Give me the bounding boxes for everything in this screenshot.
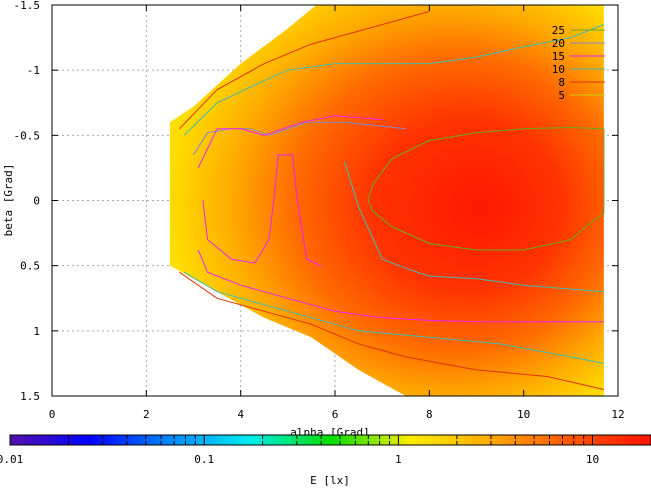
contour-line-15 [197, 115, 383, 169]
legend-label: 8 [558, 76, 565, 89]
contour-line-25 [367, 126, 605, 251]
contour-line-10-lower [183, 271, 604, 364]
y-axis-label: beta [Grad] [2, 164, 15, 237]
y-tick-label: 0.5 [20, 260, 40, 273]
y-tick-label: -1 [27, 64, 40, 77]
contour-line-8 [179, 11, 430, 130]
contour-line-10 [183, 24, 605, 136]
legend-label: 15 [552, 50, 565, 63]
y-tick-label: -1.5 [14, 0, 41, 12]
legend-label: 5 [558, 89, 565, 102]
x-tick-label: 0 [49, 408, 56, 421]
colorbar-bar [9, 434, 651, 446]
colorbar: 0.01 0.1 1 10 [0, 434, 651, 466]
y-tick-label: 1.5 [20, 390, 40, 403]
contour-line-8-lower [179, 271, 605, 390]
x-tick-label: 8 [426, 408, 433, 421]
colorbar-tick-label: 10 [586, 453, 599, 466]
contour-line-10-right [343, 161, 604, 293]
contour-line-15-inner [202, 154, 322, 267]
y-tick-label: 0 [33, 195, 40, 208]
colorbar-tick-label: 0.01 [0, 453, 23, 466]
x-tick-label: 2 [143, 408, 150, 421]
x-tick-label: 12 [611, 408, 624, 421]
legend-label: 25 [552, 24, 565, 37]
y-tick-label: -0.5 [14, 129, 41, 142]
x-tick-label: 10 [517, 408, 530, 421]
legend-label: 10 [552, 63, 565, 76]
x-tick-label: 6 [332, 408, 339, 421]
x-axis-ticks: 0 2 4 6 8 10 12 [49, 5, 625, 421]
x-tick-label: 4 [237, 408, 244, 421]
legend-label: 20 [552, 37, 565, 50]
heatmap-region [169, 5, 604, 396]
y-axis-ticks: -1.5 -1 -0.5 0 0.5 1 1.5 [14, 0, 618, 403]
colorbar-tick-label: 0.1 [194, 453, 214, 466]
illuminance-field [169, 5, 604, 396]
contour-line-15b [197, 249, 604, 323]
colorbar-label: E [lx] [310, 474, 350, 486]
contour-lines [179, 11, 605, 390]
y-tick-label: 1 [33, 325, 40, 338]
colorbar-tick-label: 1 [395, 453, 402, 466]
